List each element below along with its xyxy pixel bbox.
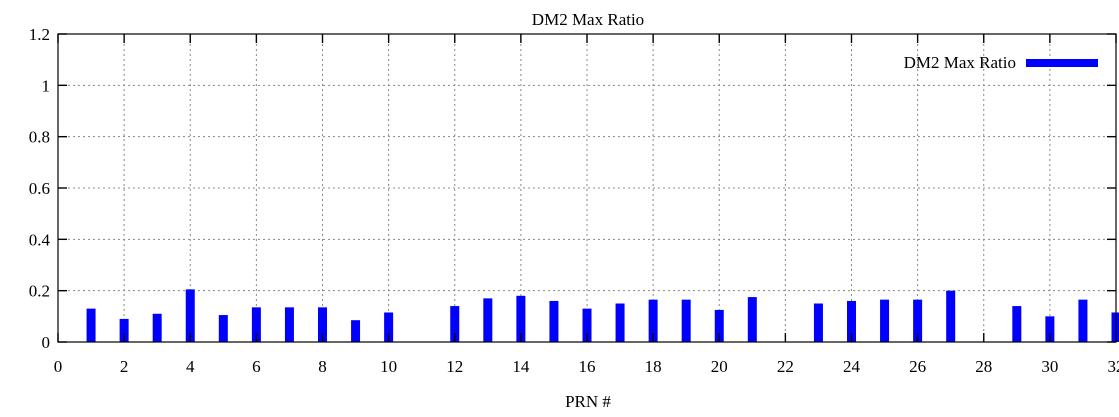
x-tick-label: 14 bbox=[512, 357, 530, 376]
bar bbox=[747, 297, 757, 342]
grid-lines bbox=[58, 34, 1116, 342]
bar bbox=[615, 303, 625, 342]
axis-ticks bbox=[57, 33, 1117, 343]
y-tick-label: 0 bbox=[42, 333, 51, 352]
x-tick-label: 22 bbox=[777, 357, 794, 376]
x-tick-labels: 02468101214161820222426283032 bbox=[54, 357, 1119, 376]
legend-swatch bbox=[1026, 59, 1098, 67]
x-tick-label: 24 bbox=[843, 357, 861, 376]
bar bbox=[1045, 316, 1055, 342]
bar bbox=[549, 300, 559, 342]
bar bbox=[1111, 312, 1119, 342]
bar bbox=[185, 289, 195, 342]
bars bbox=[86, 289, 1119, 342]
bar bbox=[913, 299, 923, 342]
bar bbox=[946, 290, 956, 342]
bar bbox=[1012, 306, 1022, 342]
bar bbox=[813, 303, 823, 342]
y-tick-label: 0.4 bbox=[29, 230, 51, 249]
bar bbox=[681, 299, 691, 342]
bar bbox=[218, 315, 228, 342]
x-axis-label: PRN # bbox=[565, 392, 611, 411]
bar bbox=[582, 308, 592, 342]
x-tick-label: 30 bbox=[1041, 357, 1058, 376]
bar bbox=[483, 298, 493, 342]
bar bbox=[251, 307, 261, 342]
bar bbox=[880, 299, 890, 342]
x-tick-label: 4 bbox=[186, 357, 195, 376]
x-tick-label: 26 bbox=[909, 357, 926, 376]
bar bbox=[86, 308, 96, 342]
x-tick-label: 0 bbox=[54, 357, 63, 376]
bar bbox=[714, 309, 724, 342]
bar bbox=[384, 312, 394, 342]
bar bbox=[284, 307, 294, 342]
bar bbox=[450, 306, 460, 342]
x-tick-label: 20 bbox=[711, 357, 728, 376]
y-tick-label: 0.6 bbox=[29, 179, 50, 198]
x-tick-label: 6 bbox=[252, 357, 261, 376]
y-tick-label: 0.2 bbox=[29, 282, 50, 301]
bar bbox=[351, 320, 361, 342]
bar bbox=[318, 307, 327, 342]
bar bbox=[1078, 299, 1088, 342]
x-tick-label: 16 bbox=[579, 357, 596, 376]
y-tick-labels: 0 0.2 0.4 0.6 0.8 1 1.2 bbox=[29, 25, 51, 352]
bar bbox=[516, 295, 526, 342]
bar bbox=[847, 300, 856, 342]
bar bbox=[152, 313, 162, 342]
bar bbox=[648, 299, 658, 342]
bar bbox=[119, 318, 129, 342]
legend-label: DM2 Max Ratio bbox=[904, 53, 1016, 72]
y-tick-label: 1.2 bbox=[29, 25, 50, 44]
x-tick-label: 28 bbox=[975, 357, 992, 376]
chart-title: DM2 Max Ratio bbox=[532, 10, 644, 29]
x-tick-label: 2 bbox=[120, 357, 129, 376]
y-tick-label: 0.8 bbox=[29, 128, 50, 147]
x-tick-label: 18 bbox=[645, 357, 662, 376]
x-tick-label: 8 bbox=[318, 357, 327, 376]
x-tick-label: 10 bbox=[380, 357, 397, 376]
legend: DM2 Max Ratio bbox=[904, 53, 1098, 72]
x-tick-label: 32 bbox=[1108, 357, 1119, 376]
y-tick-label: 1 bbox=[42, 76, 51, 95]
x-tick-label: 12 bbox=[446, 357, 463, 376]
